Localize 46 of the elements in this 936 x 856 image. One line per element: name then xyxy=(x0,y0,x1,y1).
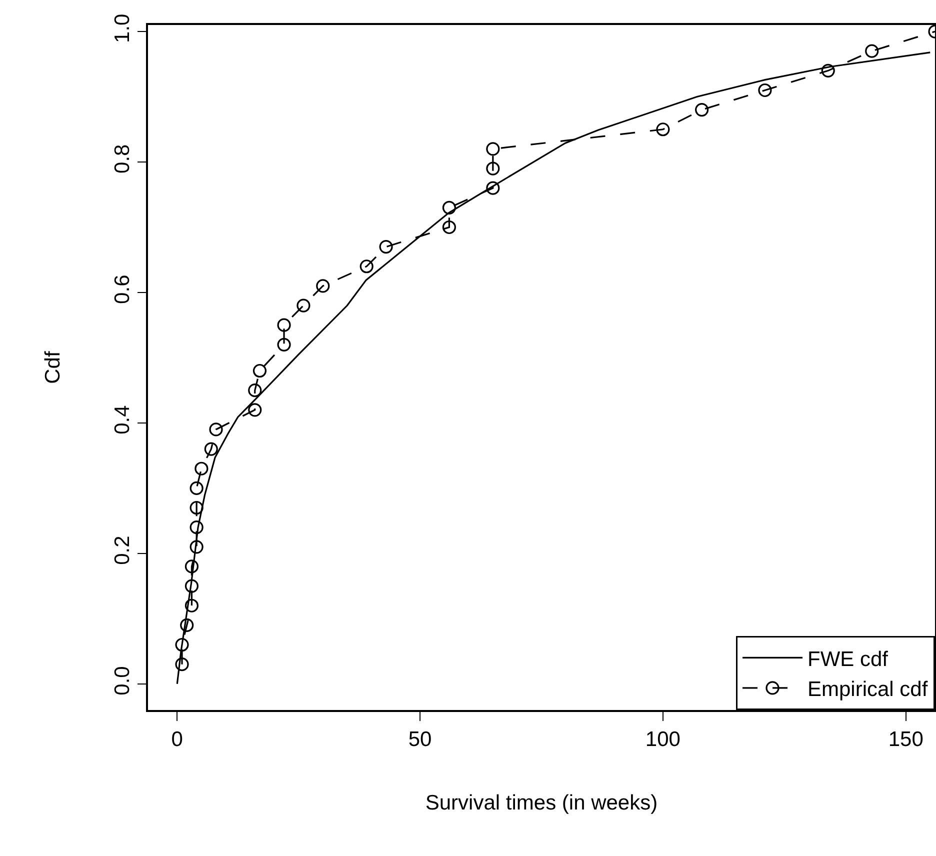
point xyxy=(296,298,310,312)
y-tick-label: 0.0 xyxy=(110,666,134,696)
point xyxy=(184,579,199,593)
x-tick-label: 0 xyxy=(171,728,183,751)
point xyxy=(248,384,262,398)
x-tick-label: 150 xyxy=(888,728,924,751)
point xyxy=(442,200,456,214)
y-tick-label: 0.8 xyxy=(110,144,134,174)
point xyxy=(184,560,199,574)
point xyxy=(695,103,709,117)
point xyxy=(821,64,835,78)
point xyxy=(442,220,456,234)
point xyxy=(175,638,189,652)
point xyxy=(252,364,267,378)
point xyxy=(184,598,199,612)
point xyxy=(190,520,204,534)
point xyxy=(360,260,374,274)
x-tick-label: 50 xyxy=(408,728,432,751)
point xyxy=(277,338,291,352)
point xyxy=(248,403,262,417)
point xyxy=(204,442,218,456)
point xyxy=(316,279,330,293)
y-axis-title: Cdf xyxy=(42,351,64,384)
point xyxy=(758,83,772,98)
point xyxy=(190,481,204,495)
x-axis-title: Survival times (in weeks) xyxy=(425,792,658,815)
point xyxy=(277,318,291,332)
point xyxy=(486,181,500,195)
y-tick-label: 0.4 xyxy=(110,404,134,434)
point xyxy=(190,540,204,554)
point xyxy=(190,500,204,515)
point xyxy=(656,122,670,136)
y-tick-label: 1.0 xyxy=(110,14,134,43)
legend-label: Empirical cdf xyxy=(808,678,928,702)
point xyxy=(486,142,500,156)
legend-label: FWE cdf xyxy=(808,648,888,671)
point xyxy=(379,240,393,254)
point xyxy=(175,658,189,672)
point xyxy=(865,44,879,58)
point xyxy=(209,422,223,436)
point xyxy=(486,162,500,176)
point xyxy=(194,462,208,476)
y-tick-label: 0.2 xyxy=(110,536,134,565)
y-tick-label: 0.6 xyxy=(110,274,134,304)
x-tick-label: 100 xyxy=(645,728,680,751)
point xyxy=(180,618,194,632)
